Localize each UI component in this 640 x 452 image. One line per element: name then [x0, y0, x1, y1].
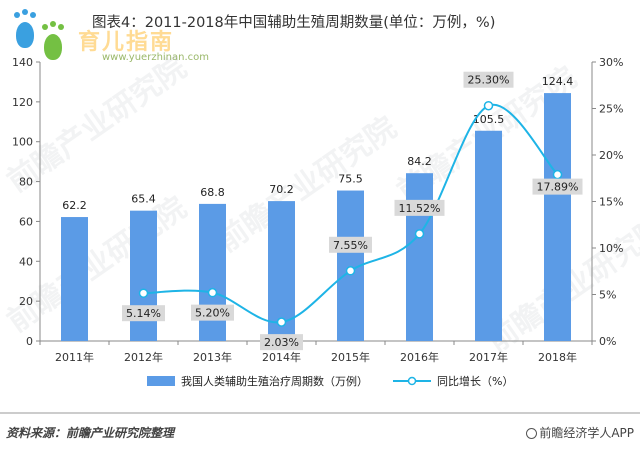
source-note: 资料来源：前瞻产业研究院整理: [6, 426, 175, 440]
bar: [406, 173, 433, 341]
chart-title: 图表4：2011-2018年中国辅助生殖周期数量(单位：万例，%): [92, 15, 496, 31]
growth-point: [138, 288, 149, 298]
bar: [61, 217, 88, 341]
y-right-tick-label: 20%: [599, 149, 623, 162]
growth-data-label: 17.89%: [537, 181, 579, 194]
publisher-credit: 前瞻经济学人APP: [526, 424, 634, 441]
x-tick-label: 2012年: [124, 350, 163, 364]
y-left-tick-label: 60: [19, 215, 33, 228]
x-tick-label: 2018年: [538, 350, 577, 364]
logo-text: 育儿指南: [78, 30, 175, 55]
growth-data-label: 11.52%: [399, 202, 441, 215]
bar-data-label: 75.5: [338, 173, 363, 186]
legend-bar-label: 我国人类辅助生殖治疗周期数（万例）: [181, 374, 368, 388]
growth-label-bg: [463, 71, 514, 88]
x-tick-label: 2014年: [262, 350, 301, 364]
publisher-logo-icon: [526, 428, 538, 439]
x-tick-label: 2016年: [400, 350, 439, 364]
y-left-tick-label: 0: [26, 335, 33, 348]
growth-label-bg: [122, 305, 165, 322]
footprint-toe-icon: [58, 24, 64, 30]
x-tick-label: 2013年: [193, 350, 232, 364]
growth-point: [207, 287, 218, 298]
y-right-tick-label: 5%: [599, 289, 616, 302]
growth-point: [483, 100, 494, 111]
x-tick-label: 2015年: [331, 350, 370, 364]
y-right-tick-label: 0%: [599, 335, 616, 348]
footprint-toe-icon: [42, 24, 48, 30]
bar: [544, 93, 571, 342]
bar-data-label: 68.8: [200, 186, 225, 199]
chart: 0 20 40 60 80 100 120 140 0% 5% 10% 15% 20% 25% 30% 201…: [12, 56, 623, 388]
logo-url: www.yuerzhinan.com: [102, 52, 210, 63]
bar-data-label: 105.5: [473, 113, 505, 126]
footprint-toe-icon: [14, 12, 20, 18]
growth-data-label: 7.55%: [333, 239, 368, 252]
growth-label-bg: [394, 199, 445, 216]
growth-data-label: 25.30%: [468, 74, 510, 87]
bar-data-label: 84.2: [407, 155, 432, 168]
bar-data-label: 62.2: [62, 199, 87, 212]
footprint-toe-icon: [30, 12, 36, 18]
y-left-tick-label: 100: [12, 136, 33, 149]
y-left-tick-label: 20: [19, 295, 33, 308]
bar-data-label: 124.4: [542, 75, 574, 88]
growth-label-bg: [532, 178, 583, 195]
y-left-tick-label: 140: [12, 56, 33, 69]
x-tick-label: 2011年: [55, 350, 94, 364]
bar: [130, 210, 157, 341]
y-right-tick-label: 10%: [599, 242, 623, 255]
growth-label-bg: [329, 236, 372, 253]
footer-divider: [0, 412, 640, 414]
growth-point: [276, 317, 287, 327]
legend-line-marker: [407, 376, 417, 386]
growth-data-label: 5.14%: [126, 307, 161, 320]
footprint-icon-green: [44, 34, 62, 60]
bar: [475, 130, 502, 341]
bar-data-label: 70.2: [269, 183, 294, 196]
legend-line-label: 同比增长（%）: [437, 374, 513, 388]
growth-label-bg: [191, 304, 234, 321]
growth-data-label: 2.03%: [264, 336, 299, 349]
growth-data-label: 5.20%: [195, 307, 230, 320]
site-logo: 育儿指南 www.yuerzhinan.com: [4, 4, 209, 66]
footprint-icon-blue: [16, 22, 34, 48]
y-right-tick-label: 15%: [599, 196, 623, 209]
y-left-tick-label: 120: [12, 96, 33, 109]
y-right-tick-label: 30%: [599, 56, 623, 69]
x-tick-label: 2017年: [469, 350, 508, 364]
growth-point: [345, 266, 356, 276]
growth-label-bg: [260, 334, 303, 351]
footprint-toe-icon: [50, 21, 56, 27]
legend-bar-swatch: [147, 376, 175, 386]
bar-data-label: 65.4: [131, 193, 156, 206]
y-left-tick-label: 80: [19, 176, 33, 189]
publisher-credit-text: 前瞻经济学人APP: [539, 426, 634, 440]
footprint-toe-icon: [22, 9, 28, 15]
y-right-tick-label: 25%: [599, 103, 623, 116]
growth-point: [414, 229, 425, 239]
growth-point: [552, 169, 563, 180]
y-left-tick-label: 40: [19, 255, 33, 268]
